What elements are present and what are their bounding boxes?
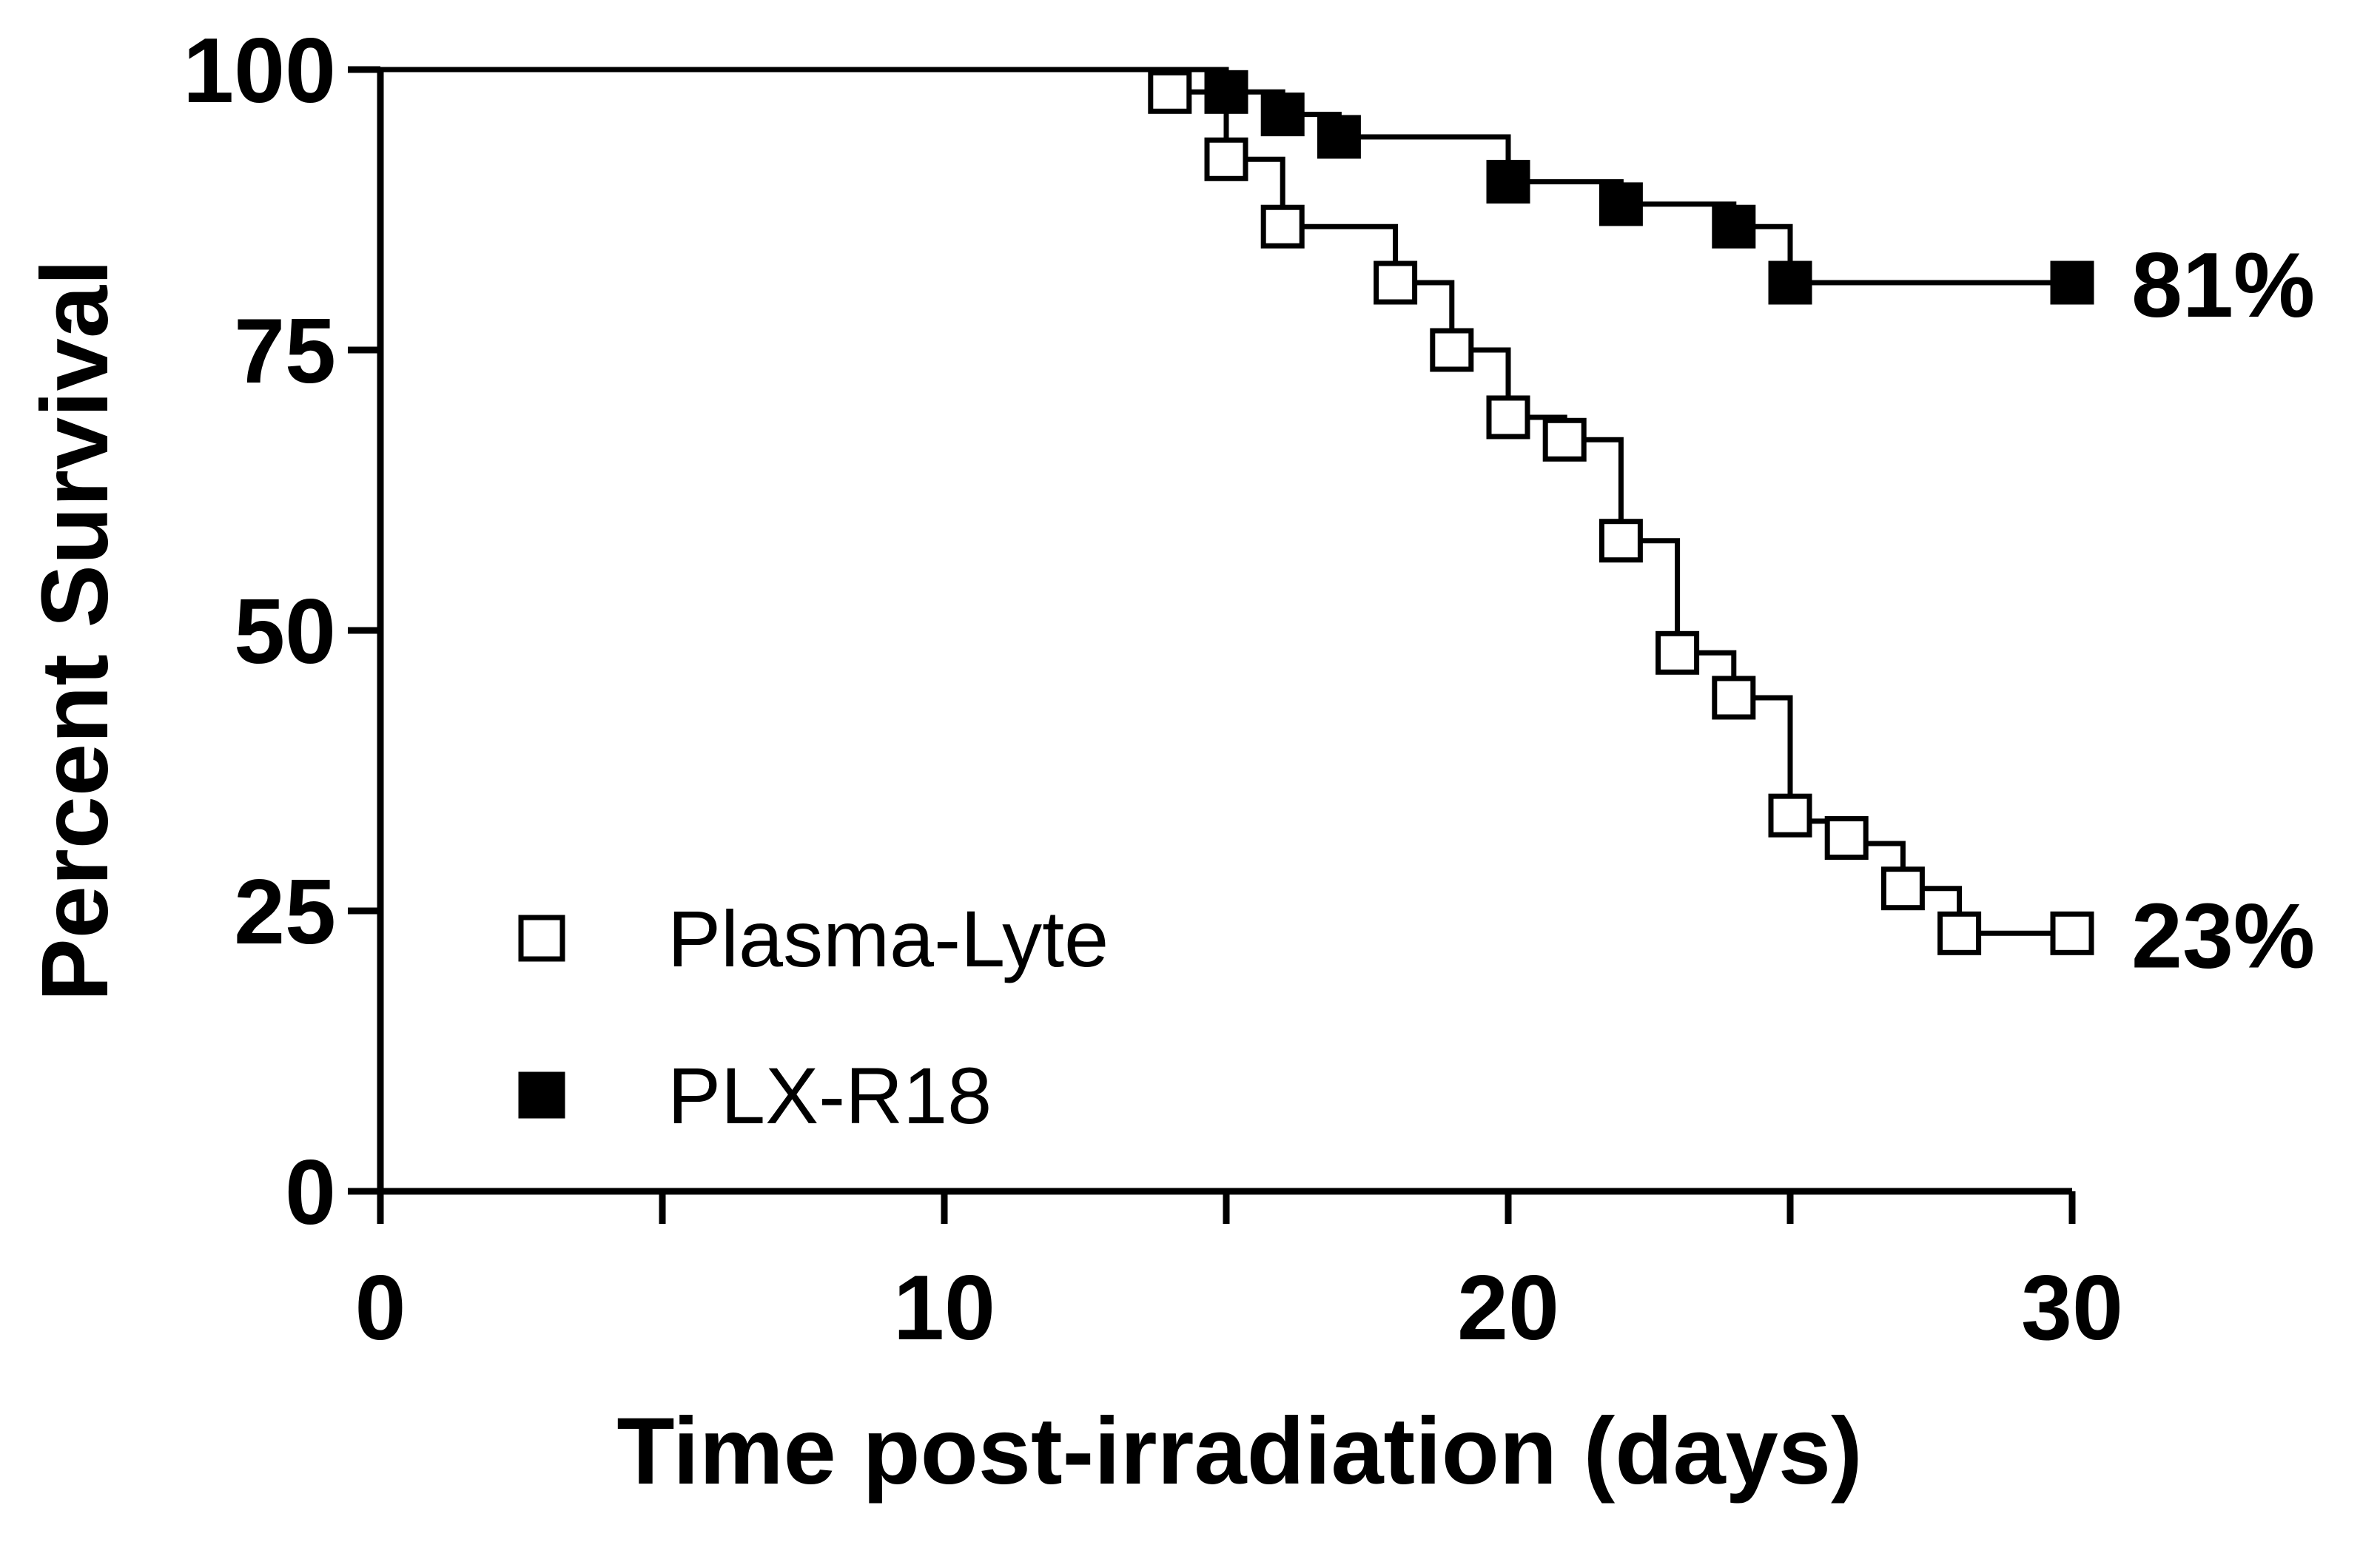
series-line-plx-r18 [380,67,2072,286]
data-point-plx-r18 [1260,92,1305,137]
data-point-plasma-lyte [1880,866,1925,911]
data-point-plasma-lyte [1937,911,1982,955]
data-point-plasma-lyte [1599,519,1643,563]
y-tick-label: 75 [234,300,336,403]
legend-marker-plx-r18 [518,1071,565,1119]
data-point-plasma-lyte [1712,676,1756,720]
data-point-plasma-lyte [1486,395,1530,440]
data-point-plx-r18 [1486,160,1530,204]
y-tick-label: 0 [285,1142,336,1244]
data-point-plasma-lyte [1768,793,1812,838]
data-point-plasma-lyte [1430,328,1474,372]
x-tick-label: 10 [893,1257,995,1359]
data-point-plx-r18 [1768,260,1812,305]
data-point-plx-r18 [1712,204,1756,249]
data-point-plasma-lyte [1542,417,1587,462]
y-axis-title: Percent Survival [22,259,128,1001]
x-axis-title: Time post-irradiation (days) [616,1398,1862,1504]
data-point-plasma-lyte [1824,815,1869,860]
end-label-plasma-lyte: 23% [2131,885,2315,987]
data-point-plx-r18 [1599,182,1643,226]
y-tick-label: 100 [183,20,336,122]
legend: Plasma-Lyte PLX-R18 [518,894,1109,1140]
data-point-plasma-lyte [1655,630,1700,675]
y-tick-label: 25 [234,861,336,963]
end-labels: 23% 81% [2131,235,2315,987]
x-tick-label: 20 [1457,1257,1559,1359]
series-line-plasma-lyte [380,67,2072,936]
x-tick-label: 0 [355,1257,406,1359]
data-point-plx-r18 [2050,260,2094,305]
data-point-plx-r18 [1204,70,1248,114]
x-axis-ticks: 0 10 20 30 [355,1191,2123,1359]
y-tick-label: 50 [234,581,336,683]
data-point-plasma-lyte [1374,260,1418,305]
data-point-plasma-lyte [1148,70,1192,114]
legend-marker-plasma-lyte [518,915,565,962]
data-point-plasma-lyte [1204,137,1248,181]
legend-label-plasma-lyte: Plasma-Lyte [668,894,1109,983]
x-tick-label: 30 [2021,1257,2123,1359]
series-layer [380,67,2094,955]
end-label-plx-r18: 81% [2131,235,2315,337]
legend-label-plx-r18: PLX-R18 [668,1051,992,1140]
data-point-plasma-lyte [1260,204,1305,249]
y-axis-ticks: 0 25 50 75 100 [183,20,380,1244]
data-point-plasma-lyte [2050,911,2094,955]
data-point-plx-r18 [1317,115,1361,159]
